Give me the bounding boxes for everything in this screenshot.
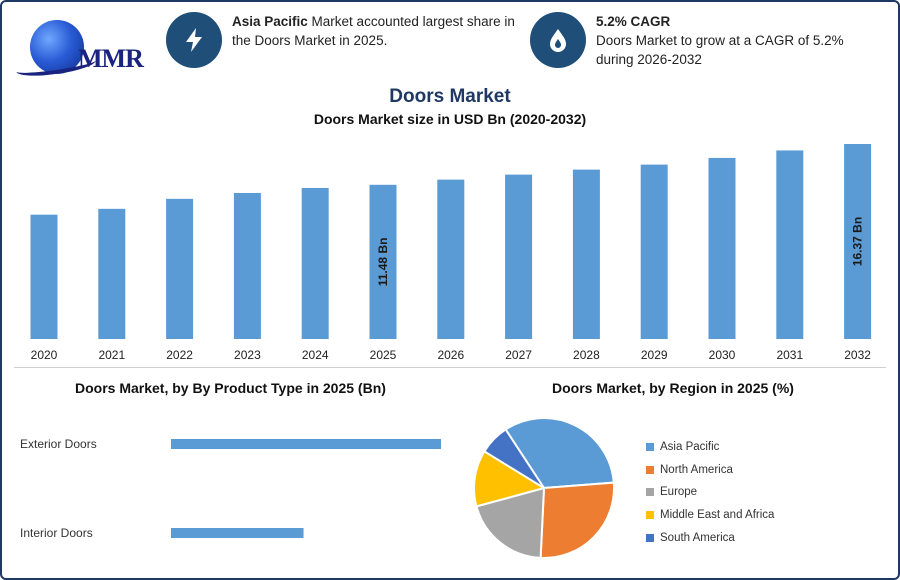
legend-swatch: [646, 443, 654, 452]
x-tick-2030: 2030: [709, 348, 736, 362]
section-divider: [14, 367, 886, 368]
info-card-region-text: Asia Pacific Market accounted largest sh…: [232, 12, 526, 50]
x-tick-2026: 2026: [437, 348, 464, 362]
bar-2027: [505, 174, 533, 339]
chart-subtitle: Doors Market size in USD Bn (2020-2032): [313, 111, 587, 127]
bar-2029: [640, 164, 668, 339]
x-tick-2022: 2022: [166, 348, 193, 362]
x-tick-2028: 2028: [573, 348, 600, 362]
mmr-logo: MMR: [15, 14, 144, 80]
x-tick-2023: 2023: [234, 348, 261, 362]
hbar-interior-doors: [171, 528, 304, 538]
legend-swatch: [646, 511, 654, 520]
bar-2024: [301, 187, 329, 339]
info-card-cagr: 5.2% CAGR Doors Market to grow at a CAGR…: [530, 12, 870, 69]
legend-swatch: [646, 488, 654, 497]
bar-2031: [776, 150, 804, 339]
hbar-exterior-doors: [171, 439, 441, 449]
legend-swatch: [646, 465, 654, 474]
legend-item: Middle East and Africa: [646, 504, 774, 527]
flame-drop-icon: [530, 12, 586, 68]
legend-item: Asia Pacific: [646, 436, 774, 459]
lightning-icon: [166, 12, 222, 68]
bar-2030: [708, 157, 736, 339]
legend-item: Europe: [646, 481, 774, 504]
legend-label: South America: [660, 531, 735, 544]
pie-slice-middle-east-and-africa: [473, 449, 547, 508]
legend-item: South America: [646, 526, 774, 549]
pie-slice-south-america: [482, 428, 545, 489]
legend-label: Middle East and Africa: [660, 509, 775, 522]
chart-title: Doors Market: [389, 86, 511, 107]
info-card-cagr-desc: Doors Market to grow at a CAGR of 5.2% d…: [596, 33, 844, 67]
x-tick-2032: 2032: [844, 348, 871, 362]
bar-2032: [844, 144, 872, 339]
bar-2020: [30, 214, 58, 339]
x-tick-2029: 2029: [641, 348, 668, 362]
info-card-region-bold: Asia Pacific: [232, 14, 308, 29]
product-type-title: Doors Market, by By Product Type in 2025…: [75, 380, 386, 396]
legend-item: North America: [646, 459, 774, 482]
info-card-cagr-bold: 5.2% CAGR: [596, 14, 671, 29]
legend-label: Asia Pacific: [660, 441, 720, 454]
bar-2023: [233, 192, 261, 339]
x-tick-2021: 2021: [98, 348, 125, 362]
x-tick-2027: 2027: [505, 348, 532, 362]
bar-2026: [437, 179, 465, 339]
globe-icon: [30, 20, 84, 74]
bar-2022: [166, 198, 194, 339]
logo-text: MMR: [78, 44, 144, 73]
info-card-cagr-text: 5.2% CAGR Doors Market to grow at a CAGR…: [596, 12, 870, 69]
x-tick-2025: 2025: [370, 348, 397, 362]
hbar-label-exterior: Exterior Doors: [20, 437, 97, 451]
bar-2021: [98, 208, 126, 339]
product-type-bar-chart: [171, 439, 441, 538]
bar-2028: [572, 169, 600, 339]
x-tick-2031: 2031: [776, 348, 803, 362]
info-card-region: Asia Pacific Market accounted largest sh…: [166, 12, 526, 68]
info-card-region-desc: Market accounted largest share in the Do…: [232, 14, 515, 48]
pie-slice-north-america: [539, 481, 615, 559]
legend-swatch: [646, 533, 654, 542]
hbar-label-interior: Interior Doors: [20, 526, 93, 540]
bar-2025: [369, 184, 397, 339]
x-tick-2020: 2020: [31, 348, 58, 362]
legend-label: Europe: [660, 486, 698, 499]
region-legend: Asia Pacific North America Europe Middle…: [646, 436, 774, 549]
market-size-bar-chart: 2020 2021 2022 2023 2024 2025 11.48 Bn 2026 2027…: [30, 144, 872, 362]
region-title: Doors Market, by Region in 2025 (%): [552, 380, 794, 396]
data-label-2025: 11.48 Bn: [376, 238, 390, 287]
region-pie-chart: [473, 418, 615, 559]
data-label-2032: 16.37 Bn: [851, 217, 865, 266]
pie-slice-europe: [475, 486, 546, 559]
x-tick-2024: 2024: [302, 348, 329, 362]
legend-label: North America: [660, 463, 733, 476]
